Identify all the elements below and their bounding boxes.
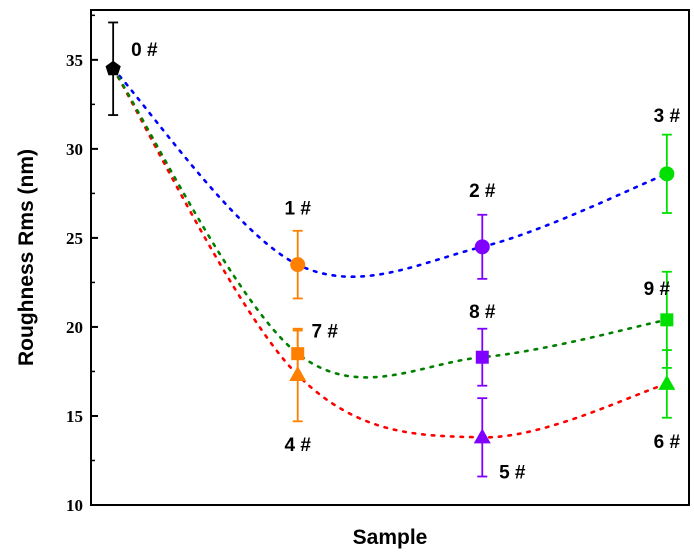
x-axis-title: Sample: [353, 526, 428, 549]
point-label: 0 #: [131, 40, 158, 61]
y-tick-label: 20: [66, 318, 83, 337]
point-label: 8 #: [469, 302, 496, 323]
data-markers: [105, 60, 676, 444]
y-tick-label: 15: [66, 407, 83, 426]
point-label: 3 #: [654, 106, 681, 127]
point-label: 6 #: [654, 432, 681, 453]
marker-triangle: [658, 374, 676, 390]
point-label: 2 #: [469, 181, 496, 202]
trend-line: [111, 67, 669, 278]
point-label: 4 #: [285, 435, 312, 456]
marker-circle: [474, 239, 490, 255]
marker-pentagon: [105, 60, 121, 76]
y-tick-label: 10: [66, 496, 83, 515]
trend-lines: [111, 67, 669, 439]
marker-triangle: [289, 366, 307, 382]
trend-line: [111, 67, 669, 439]
marker-square: [291, 347, 305, 361]
point-label: 7 #: [312, 322, 339, 343]
error-bars: [108, 21, 672, 478]
y-ticks: 10 15 20 25 30 35: [66, 14, 98, 515]
point-label: 1 #: [285, 199, 312, 220]
marker-square: [660, 313, 674, 327]
marker-square: [475, 350, 489, 364]
y-axis-title: Roughness Rms (nm): [15, 149, 38, 366]
y-tick-label: 30: [66, 140, 83, 159]
point-label: 9 #: [644, 279, 671, 300]
marker-circle: [290, 257, 306, 273]
point-label: 5 #: [499, 462, 526, 483]
marker-triangle: [473, 428, 491, 444]
plot-frame: [90, 9, 690, 506]
marker-circle: [659, 166, 675, 182]
axes: [90, 9, 690, 506]
point-labels: 0 # 1 # 2 # 3 # 4 # 5 # 6 # 7 # 8 # 9 #: [131, 40, 680, 484]
y-tick-label: 25: [66, 229, 83, 248]
y-tick-label: 35: [66, 51, 83, 70]
